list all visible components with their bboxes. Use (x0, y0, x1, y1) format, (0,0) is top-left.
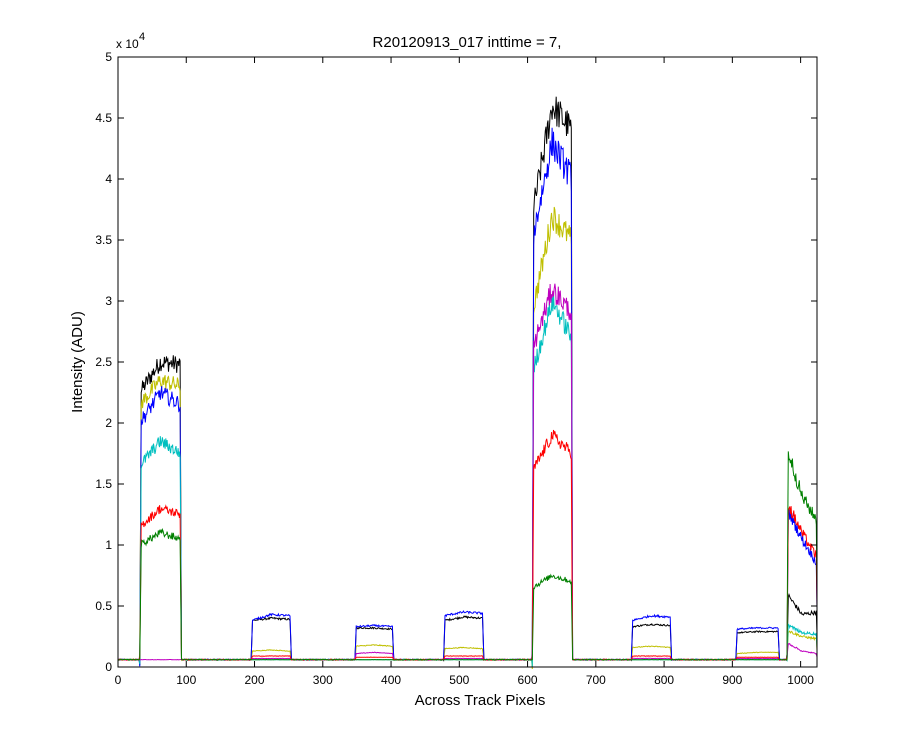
x-tick-label: 400 (381, 673, 401, 687)
y-tick-label: 2.5 (95, 355, 112, 369)
y-axis-label: Intensity (ADU) (69, 311, 86, 413)
x-tick-label: 300 (313, 673, 333, 687)
chart-title: R20120913_017 inttime = 7, (373, 34, 562, 51)
y-multiplier-exponent: 4 (139, 31, 145, 43)
y-tick-label: 4 (105, 172, 112, 186)
ticks-layer: 0 100 200 300 400 500 600 700 800 900 1000 0 0.5 1 1.5… (95, 50, 817, 687)
series-layer (117, 96, 818, 670)
series-line-7 (117, 451, 818, 661)
y-tick-label: 0 (105, 660, 112, 674)
y-tick-label: 2 (105, 416, 112, 430)
x-tick-label: 700 (586, 673, 606, 687)
x-tick-label: 600 (518, 673, 538, 687)
y-tick-label: 5 (105, 50, 112, 64)
x-tick-label: 500 (449, 673, 469, 687)
y-tick-label: 1 (105, 538, 112, 552)
x-tick-label: 1000 (787, 673, 814, 687)
x-tick-label: 900 (722, 673, 742, 687)
y-tick-label: 3.5 (95, 233, 112, 247)
y-tick-label: 1.5 (95, 477, 112, 491)
y-tick-label: 4.5 (95, 111, 112, 125)
y-tick-label: 3 (105, 294, 112, 308)
x-tick-label: 200 (245, 673, 265, 687)
x-tick-label: 100 (176, 673, 196, 687)
y-tick-label: 0.5 (95, 599, 112, 613)
x-axis-label: Across Track Pixels (415, 692, 546, 709)
plot-area (118, 57, 817, 667)
x-tick-label: 0 (115, 673, 122, 687)
x-tick-label: 800 (654, 673, 674, 687)
y-multiplier: x 10 (116, 37, 139, 51)
